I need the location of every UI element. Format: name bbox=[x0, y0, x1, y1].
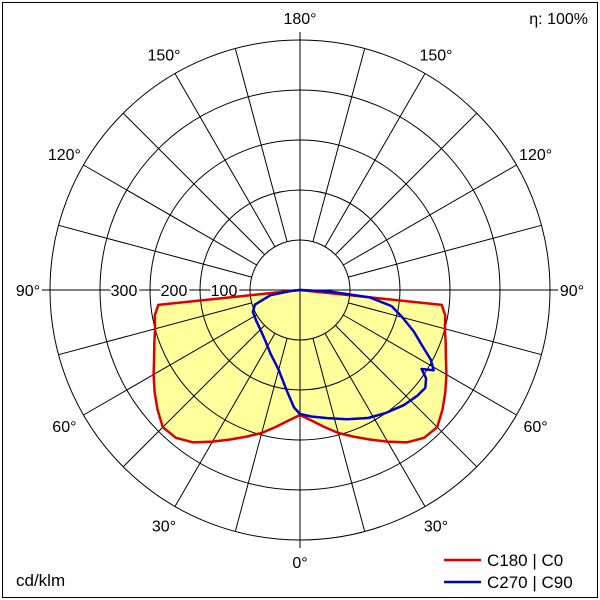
angle-tick-60-right: 60° bbox=[523, 419, 547, 436]
grid-spoke-195 bbox=[234, 48, 288, 242]
grid-spoke-105 bbox=[348, 224, 542, 278]
grid-spoke-210 bbox=[174, 73, 276, 247]
legend-label-c0: C180 | C0 bbox=[487, 551, 563, 570]
legend-label-c90: C270 | C90 bbox=[487, 573, 573, 592]
grid-spoke-120 bbox=[343, 164, 517, 266]
grid-spoke-255 bbox=[58, 224, 252, 278]
efficiency-label: η: 100% bbox=[529, 11, 588, 28]
angle-tick-60-left: 60° bbox=[52, 419, 76, 436]
series-curve-c90-c270 bbox=[251, 288, 435, 421]
angle-tick-150-left: 150° bbox=[147, 47, 180, 64]
angle-tick-30-left: 30° bbox=[152, 519, 176, 536]
grid-spoke-45 bbox=[335, 325, 478, 468]
legend: C180 | C0 C270 | C90 bbox=[444, 551, 573, 592]
grid-spoke-225 bbox=[122, 112, 265, 255]
angle-tick-0: 0° bbox=[292, 555, 307, 572]
grid-spoke-15 bbox=[312, 338, 366, 532]
grid-spoke-165 bbox=[312, 48, 366, 242]
grid-spoke-135 bbox=[335, 112, 478, 255]
radial-tick-200: 200 bbox=[161, 283, 188, 300]
grid-spoke-240 bbox=[83, 164, 257, 266]
unit-label: cd/klm bbox=[16, 571, 65, 590]
grid-spoke-300 bbox=[83, 314, 257, 416]
angle-tick-180: 180° bbox=[283, 11, 316, 28]
grid-spoke-330 bbox=[174, 333, 276, 507]
grid-spoke-60 bbox=[343, 314, 517, 416]
angle-tick-30-right: 30° bbox=[424, 519, 448, 536]
grid-spoke-315 bbox=[122, 325, 265, 468]
angle-tick-90-left: 90° bbox=[16, 283, 40, 300]
grid-spoke-30 bbox=[324, 333, 426, 507]
angle-tick-120-right: 120° bbox=[519, 147, 552, 164]
grid-spoke-150 bbox=[324, 73, 426, 247]
angle-tick-150-right: 150° bbox=[419, 47, 452, 64]
angle-tick-120-left: 120° bbox=[48, 147, 81, 164]
angle-tick-90-right: 90° bbox=[560, 283, 584, 300]
radial-tick-300: 300 bbox=[111, 283, 138, 300]
